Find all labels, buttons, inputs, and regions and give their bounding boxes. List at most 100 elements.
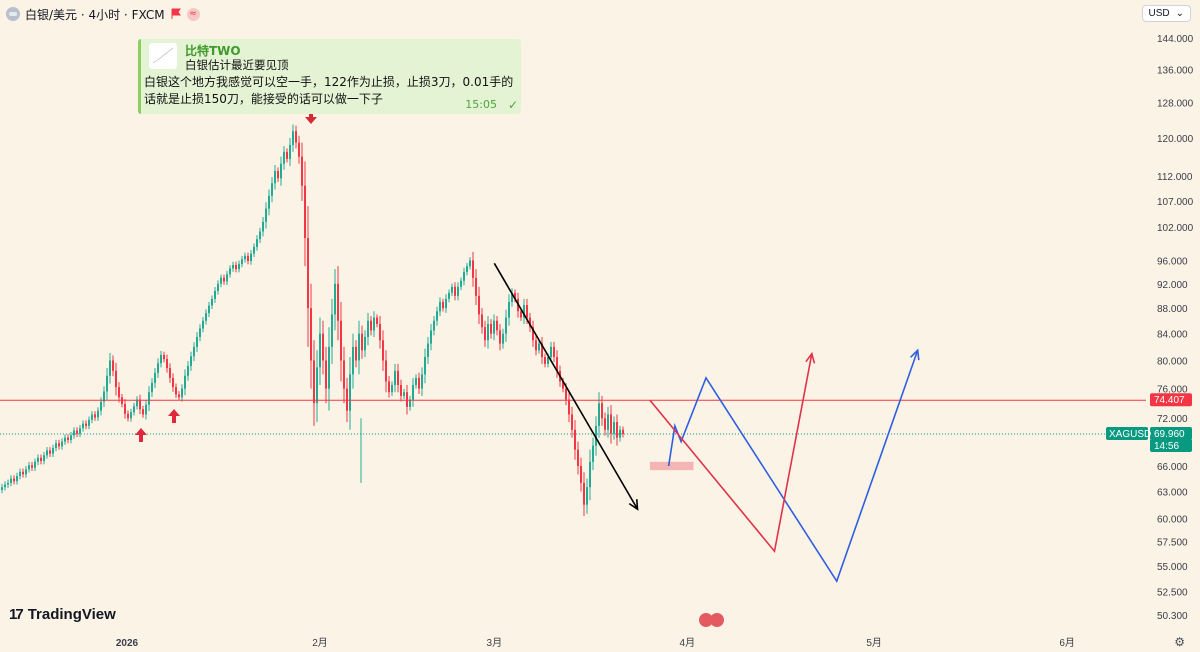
candle-body: [76, 430, 78, 434]
y-tick-label: 88.000: [1157, 304, 1188, 315]
countdown-label: 14:56: [1154, 441, 1179, 452]
currency-label: USD: [1148, 8, 1170, 19]
candle-body: [91, 414, 93, 420]
x-tick-label: 3月: [487, 637, 503, 649]
candle-body: [22, 471, 24, 475]
gear-icon[interactable]: ⚙: [1174, 635, 1185, 649]
current-price-label-bg: [1150, 427, 1192, 441]
candle-body: [46, 450, 48, 456]
candle-body: [337, 283, 339, 321]
candle-body: [52, 447, 54, 454]
currency-select[interactable]: USD ⌄: [1142, 5, 1191, 22]
x-tick-label: 4月: [680, 637, 696, 649]
candle-body: [457, 286, 459, 296]
blue-projection-path-arrowhead: [910, 348, 920, 361]
symbol-title[interactable]: 白银/美元 · 4小时 · FXCM: [25, 7, 165, 22]
y-tick-label: 57.500: [1157, 538, 1188, 549]
candle-body: [37, 457, 39, 462]
candle-body: [349, 374, 351, 411]
x-axis[interactable]: 2026 2月 3月 4月 5月 6月: [116, 637, 1075, 649]
candle-body: [619, 429, 621, 438]
candle-body: [331, 314, 333, 347]
candle-body: [271, 183, 273, 196]
candle-body: [499, 330, 501, 344]
candle-body: [88, 419, 90, 426]
candle-body: [541, 343, 543, 358]
candle-body: [1, 487, 3, 490]
note-author: 比特TWO: [185, 44, 241, 58]
drawings: [0, 262, 1146, 583]
candle-body: [184, 375, 186, 389]
candle-body: [604, 418, 606, 430]
candle-body: [379, 323, 381, 341]
candle-body: [7, 482, 9, 485]
candle-body: [415, 377, 417, 385]
y-tick-label: 55.000: [1157, 562, 1188, 573]
candle-body: [253, 246, 255, 254]
candle-body: [556, 357, 558, 371]
candle-body: [466, 266, 468, 272]
candle-body: [505, 317, 507, 334]
candle-body: [43, 455, 45, 462]
candle-body: [262, 221, 264, 232]
candle-body: [277, 170, 279, 179]
wave-icon[interactable]: ≈: [186, 7, 200, 21]
candle-body: [295, 131, 297, 143]
candle-body: [160, 354, 162, 364]
candle-body: [613, 422, 615, 434]
candle-body: [364, 336, 366, 351]
candle-body: [163, 354, 165, 360]
symbol-header[interactable]: 白银/美元 · 4小时 · FXCM ≈: [6, 6, 200, 22]
candle-body: [250, 253, 252, 262]
logo-text: TradingView: [27, 606, 116, 623]
candle-body: [118, 387, 120, 398]
flag-icon[interactable]: [170, 8, 182, 20]
candle-body: [427, 343, 429, 358]
candle-body: [529, 317, 531, 328]
candle-body: [307, 238, 309, 309]
y-axis[interactable]: 144.000 136.000 128.000 120.000 112.000 107.0…: [1157, 34, 1194, 622]
candle-body: [178, 394, 180, 398]
candle-body: [502, 333, 504, 344]
check-icon: ✓: [507, 98, 518, 112]
red-projection-path-arrowhead: [805, 351, 816, 364]
candle-body: [391, 384, 393, 393]
y-tick-label: 136.000: [1157, 65, 1194, 76]
candle-body: [241, 259, 243, 264]
down-arrow-marker: [305, 110, 317, 124]
candle-body: [322, 333, 324, 361]
note-thumbnail: [149, 43, 177, 69]
candle-body: [16, 476, 18, 482]
black-trend-line: [493, 262, 639, 510]
y-tick-label: 76.000: [1157, 385, 1188, 396]
candle-body: [583, 482, 585, 505]
candle-body: [463, 271, 465, 281]
candle-body: [319, 333, 321, 368]
candle-body: [547, 357, 549, 364]
candle-body: [67, 437, 69, 441]
candle-body: [388, 381, 390, 393]
candle-body: [460, 280, 462, 287]
candle-body: [58, 443, 60, 447]
candle-body: [235, 265, 237, 270]
candle-body: [601, 403, 603, 419]
candle-body: [223, 277, 225, 282]
chevron-down-icon: ⌄: [1175, 8, 1184, 19]
candle-body: [574, 429, 576, 450]
candle-body: [469, 260, 471, 267]
candle-body: [64, 437, 66, 442]
candle-body: [31, 465, 33, 468]
y-tick-label: 107.000: [1157, 197, 1194, 208]
candle-body: [514, 292, 516, 299]
candle-body: [430, 330, 432, 344]
candle-body: [520, 311, 522, 318]
y-tick-label: 120.000: [1157, 134, 1194, 145]
candle-body: [82, 423, 84, 429]
candle-body: [244, 255, 246, 260]
candle-body: [142, 409, 144, 415]
y-tick-label: 60.000: [1157, 514, 1188, 525]
tradingview-logo[interactable]: 17 TradingView: [9, 606, 116, 623]
candle-body: [157, 363, 159, 373]
